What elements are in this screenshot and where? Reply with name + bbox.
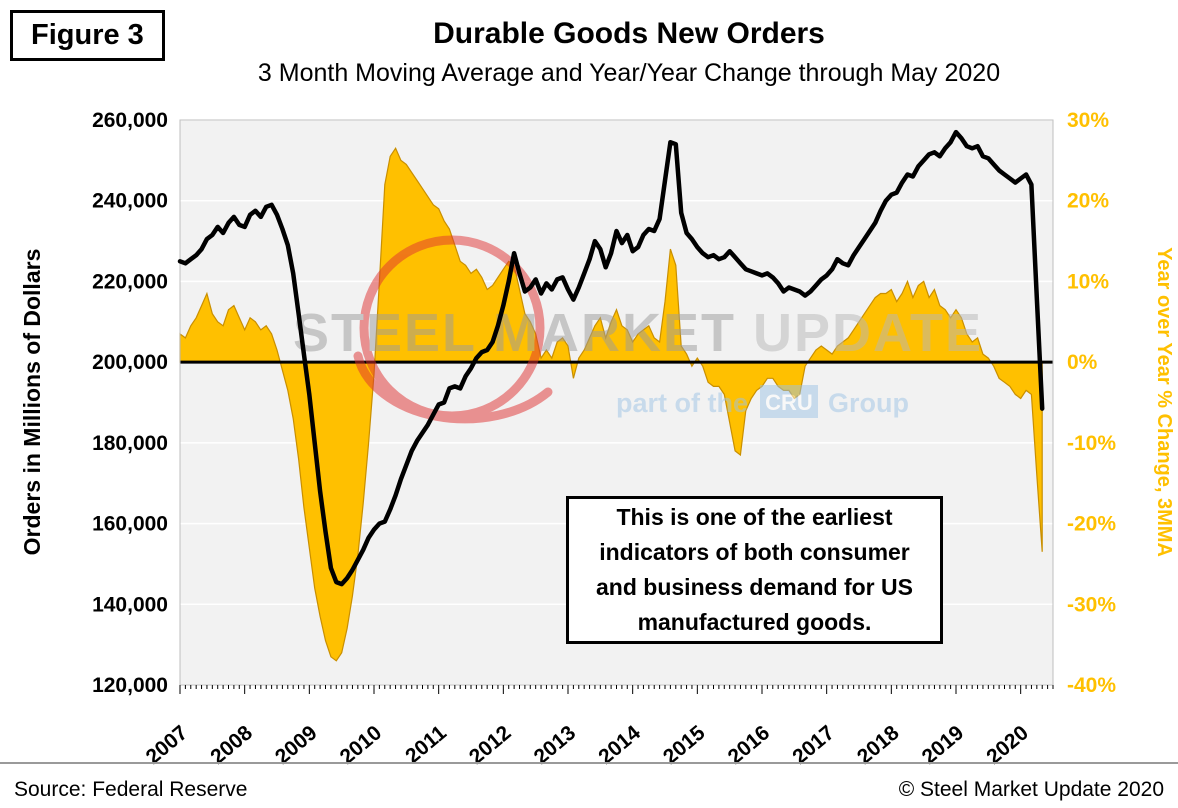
svg-text:-20%: -20%	[1067, 513, 1116, 536]
svg-text:200,000: 200,000	[92, 351, 168, 374]
cru-badge	[760, 385, 818, 418]
copyright-text: © Steel Market Update 2020	[898, 778, 1164, 801]
svg-text:120,000: 120,000	[92, 674, 168, 697]
svg-text:180,000: 180,000	[92, 432, 168, 455]
svg-text:10%: 10%	[1067, 270, 1109, 293]
svg-text:30%: 30%	[1067, 109, 1109, 132]
left-axis-title: Orders in Millions of Dollars	[19, 249, 45, 556]
svg-text:0%: 0%	[1067, 351, 1098, 374]
watermark-subtext-prefix: part of the	[616, 388, 748, 418]
svg-text:20%: 20%	[1067, 190, 1109, 213]
annotation-line: This is one of the earliest	[616, 504, 893, 530]
source-text: Source: Federal Reserve	[14, 778, 248, 801]
chart-subtitle: 3 Month Moving Average and Year/Year Cha…	[257, 59, 1001, 87]
annotation-line: manufactured goods.	[637, 609, 872, 635]
figure-label: Figure 3	[10, 10, 165, 61]
orders-line-series	[177, 129, 1045, 587]
watermark-swoosh-icon	[353, 351, 553, 424]
watermark-subtext-suffix: Group	[828, 388, 909, 418]
x-axis-ticks	[179, 685, 1054, 694]
svg-text:160,000: 160,000	[92, 513, 168, 536]
svg-text:140,000: 140,000	[92, 593, 168, 616]
footer-divider	[0, 762, 1178, 764]
left-axis-labels: 120,000 140,000 160,000 180,000 200,000 220,0…	[92, 109, 168, 697]
svg-text:220,000: 220,000	[92, 270, 168, 293]
svg-text:-30%: -30%	[1067, 593, 1116, 616]
annotation-line: and business demand for US	[596, 574, 913, 600]
svg-text:260,000: 260,000	[92, 109, 168, 132]
cru-badge-text: CRU	[765, 390, 813, 415]
svg-text:-10%: -10%	[1067, 432, 1116, 455]
annotation-line: indicators of both consumer	[599, 539, 910, 565]
chart-titles: Durable Goods New Orders 3 Month Moving …	[120, 16, 1138, 90]
right-axis-labels: -40% -30% -20% -10% 0% 10% 20% 30%	[1067, 109, 1116, 697]
svg-text:-40%: -40%	[1067, 674, 1116, 697]
yoy-area-series	[179, 147, 1043, 662]
watermark-logo: STEEL MARKET UPDATE part of the CRU Group	[293, 235, 983, 424]
chart-title: Durable Goods New Orders	[433, 17, 825, 50]
watermark-text: STEEL MARKET UPDATE	[293, 303, 983, 363]
annotation-box: This is one of the earliest indicators o…	[566, 496, 943, 644]
svg-text:240,000: 240,000	[92, 190, 168, 213]
right-axis-title: Year over Year % Change, 3MMA	[1153, 247, 1175, 557]
